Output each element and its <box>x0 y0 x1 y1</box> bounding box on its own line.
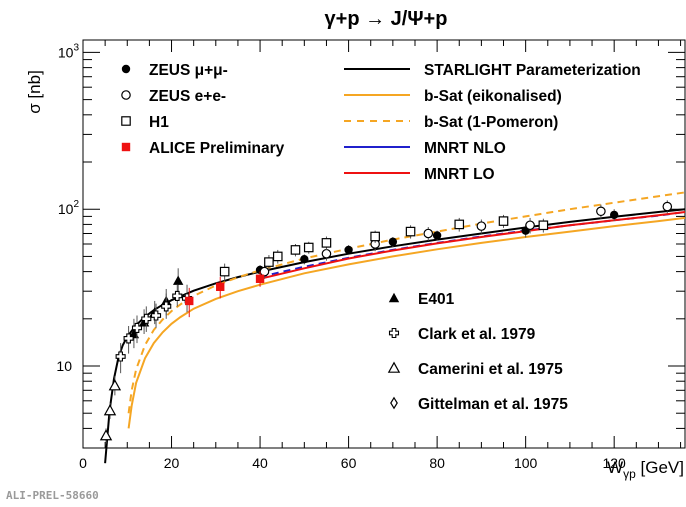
series-clark-et-al-1979 <box>115 284 193 374</box>
point-zeus <box>388 237 398 246</box>
legend-marker <box>121 116 131 126</box>
legend-label: H1 <box>149 114 169 131</box>
point-clark-et-al-1979 <box>131 322 143 333</box>
legend-marker <box>121 142 131 152</box>
point-zeus-e-e <box>525 220 535 231</box>
x-axis-label-main: W <box>607 458 623 477</box>
y-tick-label: 10 <box>56 358 72 374</box>
point-zeus-e-e <box>423 228 434 239</box>
legend: ZEUS μ+μ- ZEUS e+e- H1 ALICE Preliminary STA… <box>121 62 641 413</box>
point-camerini-et-al-1975 <box>99 429 113 441</box>
curve-b-sat-eikonalised- <box>127 216 686 429</box>
legend-label: b-Sat (eikonalised) <box>424 88 562 105</box>
y-tick-base: 10 <box>58 44 74 60</box>
curves <box>104 191 686 464</box>
point-zeus <box>609 210 619 220</box>
point-h1 <box>538 220 549 231</box>
point-zeus-e-e <box>321 248 332 259</box>
legend-label: Gittelman et al. 1975 <box>418 396 568 413</box>
legend-label: ZEUS e+e- <box>149 88 226 105</box>
point-clark-et-al-1979 <box>123 333 134 344</box>
point-h1 <box>290 245 301 255</box>
point-alice-preliminary <box>185 296 194 306</box>
x-tick-label: 120 <box>602 455 626 471</box>
point-h1 <box>219 266 230 277</box>
point-clark-et-al-1979 <box>141 313 152 324</box>
legend-label: ALICE Preliminary <box>149 140 285 157</box>
y-tick-exponent: 3 <box>73 42 79 53</box>
series-h1 <box>219 214 549 281</box>
point-h1 <box>405 226 416 237</box>
legend-label: MNRT NLO <box>424 140 506 157</box>
y-tick-exponent: 2 <box>73 199 79 210</box>
x-axis-label-sub: γp <box>623 467 636 481</box>
legend-label: Clark et al. 1979 <box>418 326 536 343</box>
y-tick-base: 10 <box>56 358 72 374</box>
x-axis-label: Wγp [GeV] <box>607 458 684 481</box>
y-axis-label: σ [nb] <box>25 70 44 114</box>
point-zeus-e-e <box>476 221 487 231</box>
legend-label: b-Sat (1-Pomeron) <box>424 114 558 131</box>
curve-b-sat-1-pomeron- <box>127 191 686 414</box>
legend-marker <box>121 64 131 74</box>
point-zeus <box>432 231 442 240</box>
legend-label: MNRT LO <box>424 166 495 183</box>
legend-label: Camerini et al. 1975 <box>418 361 563 378</box>
x-tick-label: 60 <box>341 455 357 471</box>
x-tick-label: 20 <box>164 455 180 471</box>
point-h1 <box>454 219 465 230</box>
curve-mnrt-lo <box>259 211 686 280</box>
x-axis-label-unit: [GeV] <box>636 458 684 477</box>
x-tick-label: 40 <box>252 455 268 471</box>
legend-label: STARLIGHT Parameterization <box>424 62 641 79</box>
legend-marker <box>121 90 131 100</box>
point-zeus-e-e <box>259 266 270 277</box>
legend-marker <box>388 292 400 303</box>
watermark: ALI-PREL-58660 <box>6 489 99 502</box>
point-clark-et-al-1979 <box>115 351 126 362</box>
series-alice-preliminary <box>185 271 265 318</box>
legend-marker <box>388 327 400 339</box>
point-zeus <box>344 245 353 255</box>
data-points <box>99 200 673 444</box>
legend-marker <box>387 361 401 373</box>
series-camerini-et-al-1975 <box>99 376 122 444</box>
y-tick-label: 103 <box>58 42 80 60</box>
series-zeus-e-e <box>259 200 673 279</box>
point-clark-et-al-1979 <box>150 310 162 321</box>
point-h1 <box>321 238 332 248</box>
point-e401 <box>172 275 184 285</box>
point-h1 <box>303 242 314 253</box>
y-tick-label: 102 <box>58 199 80 217</box>
point-h1 <box>370 231 380 242</box>
point-zeus <box>300 254 309 264</box>
point-alice-preliminary <box>255 274 265 283</box>
point-h1 <box>272 251 283 262</box>
point-alice-preliminary <box>216 282 225 292</box>
x-tick-label: 80 <box>429 455 445 471</box>
legend-label: ZEUS μ+μ- <box>149 62 228 79</box>
x-tick-label: 0 <box>79 455 87 471</box>
point-camerini-et-al-1975 <box>108 379 122 391</box>
legend-marker <box>390 396 398 410</box>
y-tick-base: 10 <box>58 201 74 217</box>
point-clark-et-al-1979 <box>172 290 183 301</box>
chart-title: γ+p → J/Ψ+p <box>325 8 448 30</box>
point-clark-et-al-1979 <box>161 301 172 312</box>
point-camerini-et-al-1975 <box>103 404 117 416</box>
point-zeus-e-e <box>662 201 673 212</box>
point-h1 <box>498 216 509 226</box>
x-tick-label: 100 <box>514 455 538 471</box>
point-zeus-e-e <box>596 206 606 217</box>
point-h1 <box>264 257 274 267</box>
legend-label: E401 <box>418 291 455 308</box>
